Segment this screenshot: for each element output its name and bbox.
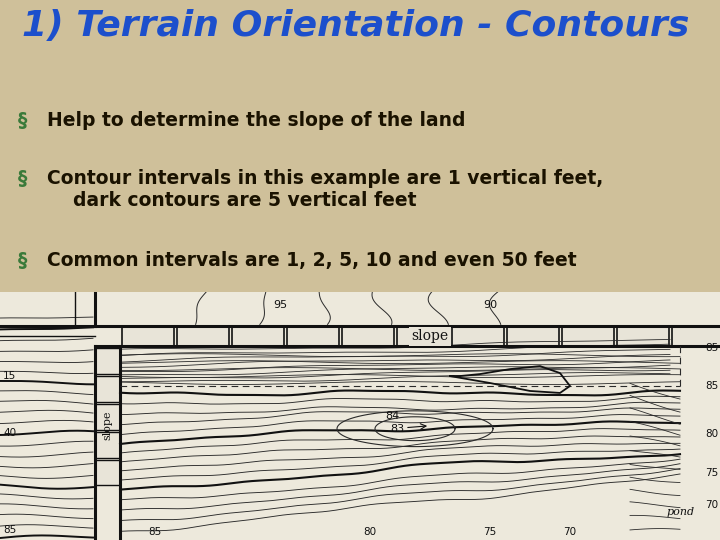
Text: 75: 75	[483, 527, 497, 537]
Text: 15: 15	[3, 371, 17, 381]
Bar	[672, 326, 720, 346]
Text: §: §	[18, 111, 27, 130]
Text: 83: 83	[390, 424, 404, 434]
Text: slope: slope	[102, 411, 112, 441]
Text: 75: 75	[705, 468, 718, 478]
Bar	[232, 326, 284, 346]
Bar	[287, 326, 339, 346]
Bar	[617, 326, 669, 346]
Text: Contour intervals in this example are 1 vertical feet,
    dark contours are 5 v: Contour intervals in this example are 1 …	[47, 169, 603, 210]
Text: Help to determine the slope of the land: Help to determine the slope of the land	[47, 111, 465, 130]
Bar	[95, 404, 120, 430]
Text: pond: pond	[667, 507, 695, 517]
Bar	[452, 326, 504, 346]
Text: 40: 40	[3, 428, 16, 438]
Text: 85: 85	[705, 343, 718, 353]
Text: 95: 95	[273, 300, 287, 309]
Bar	[507, 326, 559, 346]
Text: 80: 80	[364, 527, 377, 537]
Text: 90: 90	[483, 300, 497, 309]
Bar	[95, 460, 120, 485]
Bar	[177, 326, 229, 346]
Bar	[562, 326, 614, 346]
Text: Common intervals are 1, 2, 5, 10 and even 50 feet: Common intervals are 1, 2, 5, 10 and eve…	[47, 251, 577, 270]
Bar	[95, 348, 120, 374]
Bar	[95, 431, 120, 457]
Text: 84: 84	[385, 411, 400, 421]
Text: 85: 85	[705, 381, 718, 391]
Text: 1) Terrain Orientation - Contours: 1) Terrain Orientation - Contours	[22, 9, 689, 43]
Bar	[95, 376, 120, 402]
Text: slope: slope	[411, 329, 449, 343]
Text: 80: 80	[705, 429, 718, 438]
Text: 85: 85	[3, 525, 17, 535]
Text: 70: 70	[564, 527, 577, 537]
Text: 85: 85	[148, 527, 161, 537]
Bar	[397, 326, 449, 346]
Text: §: §	[18, 251, 27, 270]
Text: §: §	[18, 169, 27, 188]
Text: 70: 70	[705, 500, 718, 510]
Bar	[342, 326, 394, 346]
Bar	[122, 326, 174, 346]
